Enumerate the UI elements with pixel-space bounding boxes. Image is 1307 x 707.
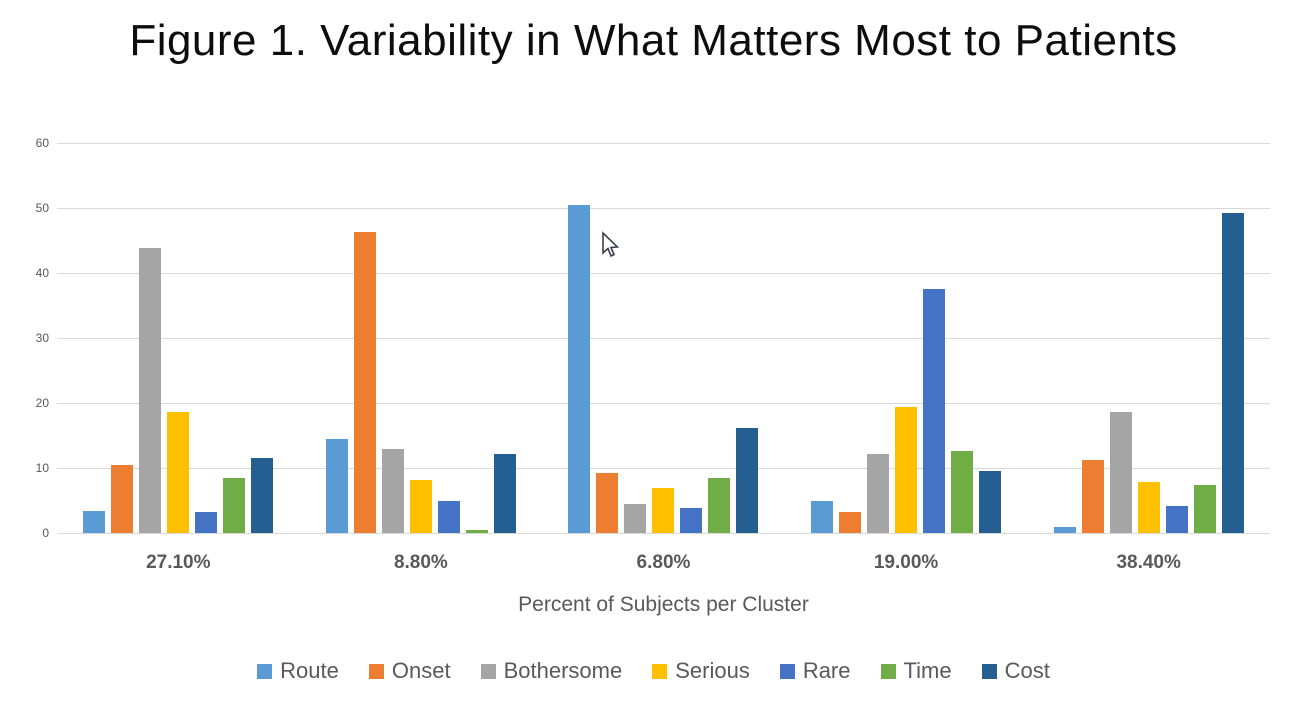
legend-swatch-icon — [880, 663, 896, 679]
bar-clusters — [57, 143, 1270, 533]
bar-serious-27.10% — [167, 412, 190, 533]
category-label: 38.40% — [1116, 552, 1181, 573]
bar-time-6.80% — [708, 478, 731, 533]
bar-serious-6.80% — [652, 488, 675, 533]
gridline — [57, 338, 1270, 339]
legend-swatch-icon — [779, 663, 795, 679]
bar-serious-38.40% — [1137, 481, 1160, 533]
legend-label: Serious — [675, 658, 750, 683]
bar-serious-8.80% — [409, 479, 432, 533]
bar-cost-8.80% — [493, 454, 516, 533]
legend-swatch-icon — [981, 663, 997, 679]
bar-bothersome-6.80% — [624, 503, 647, 533]
bar-onset-19.00% — [839, 511, 862, 533]
legend-label: Rare — [802, 658, 851, 683]
legend-item-time: Time — [880, 658, 952, 684]
gridline — [57, 533, 1270, 534]
category-label: 27.10% — [146, 552, 211, 573]
chart-legend: Route Onset Bothersome Serious Rare Time Cost — [0, 658, 1307, 684]
bar-route-27.10% — [83, 510, 106, 533]
legend-item-cost: Cost — [981, 658, 1050, 684]
bar-onset-38.40% — [1081, 459, 1104, 533]
bar-cluster-27.10% — [57, 143, 300, 533]
legend-label: Cost — [1004, 658, 1050, 683]
legend-label: Onset — [391, 658, 451, 683]
legend-swatch-icon — [652, 663, 668, 679]
bar-time-19.00% — [951, 450, 974, 533]
bar-cluster-8.80% — [300, 143, 543, 533]
gridline — [57, 468, 1270, 469]
bar-rare-38.40% — [1165, 505, 1188, 533]
legend-item-rare: Rare — [779, 658, 851, 684]
bar-onset-27.10% — [111, 464, 134, 533]
bar-cost-19.00% — [979, 471, 1002, 533]
bar-time-38.40% — [1193, 484, 1216, 533]
bar-rare-27.10% — [195, 512, 218, 533]
bar-serious-19.00% — [895, 406, 918, 533]
bar-cost-27.10% — [251, 457, 274, 533]
bar-cost-38.40% — [1221, 212, 1244, 533]
legend-item-serious: Serious — [652, 658, 750, 684]
bar-rare-19.00% — [923, 288, 946, 533]
bar-bothersome-19.00% — [867, 454, 890, 533]
bar-cluster-38.40% — [1027, 143, 1270, 533]
plot-area — [57, 143, 1270, 534]
y-axis-tick-label: 60 — [35, 136, 49, 150]
bar-route-6.80% — [568, 205, 591, 533]
category-label: 8.80% — [393, 552, 448, 573]
bar-time-8.80% — [465, 529, 488, 533]
legend-item-bothersome: Bothersome — [480, 658, 623, 684]
y-axis-tick-label: 50 — [35, 201, 49, 215]
bar-cluster-19.00% — [785, 143, 1028, 533]
bar-bothersome-8.80% — [381, 448, 404, 533]
y-axis-tick-label: 40 — [35, 266, 49, 280]
y-axis-tick-label: 10 — [35, 461, 49, 475]
gridline — [57, 403, 1270, 404]
legend-label: Bothersome — [503, 658, 623, 683]
gridline — [57, 143, 1270, 144]
bar-route-38.40% — [1053, 526, 1076, 533]
legend-label: Route — [280, 658, 339, 683]
category-label: 19.00% — [873, 552, 939, 573]
legend-item-route: Route — [257, 658, 339, 684]
y-axis-tick-label: 0 — [42, 526, 49, 540]
category-label: 6.80% — [636, 552, 691, 573]
legend-swatch-icon — [257, 663, 273, 679]
bar-cost-6.80% — [736, 427, 759, 533]
bar-onset-8.80% — [353, 232, 376, 533]
legend-item-onset: Onset — [368, 658, 451, 684]
y-axis-tick-label: 30 — [35, 331, 49, 345]
bar-bothersome-27.10% — [139, 247, 162, 533]
y-axis-tick-label: 20 — [35, 396, 49, 410]
chart-title: Figure 1. Variability in What Matters Mo… — [129, 16, 1178, 65]
gridline — [57, 208, 1270, 209]
bar-bothersome-38.40% — [1109, 412, 1132, 533]
x-axis-category-labels: 27.10% 8.80% 6.80% 19.00% 38.40% — [57, 552, 1270, 574]
x-axis-title: Percent of Subjects per Cluster — [518, 593, 809, 616]
bar-cluster-6.80% — [542, 143, 785, 533]
bar-rare-6.80% — [680, 507, 703, 533]
bar-onset-6.80% — [596, 472, 619, 533]
mouse-cursor-icon — [602, 231, 619, 258]
bar-route-8.80% — [325, 438, 348, 533]
legend-swatch-icon — [480, 663, 496, 679]
bar-route-19.00% — [811, 500, 834, 533]
y-axis: 0 10 20 30 40 50 60 — [0, 136, 1307, 540]
bar-time-27.10% — [223, 478, 246, 533]
legend-swatch-icon — [368, 663, 384, 679]
legend-label: Time — [903, 658, 952, 683]
gridline — [57, 273, 1270, 274]
bar-rare-8.80% — [437, 500, 460, 533]
